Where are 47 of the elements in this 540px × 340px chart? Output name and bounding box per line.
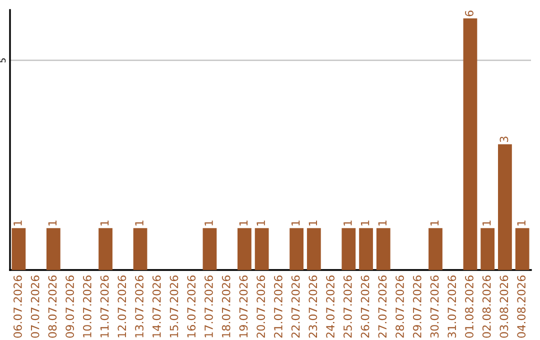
x-tick-label: 18.07.2026 (222, 276, 230, 338)
x-tick-label: 12.07.2026 (118, 276, 126, 338)
data-label: 1 (135, 220, 144, 226)
x-tick-label: 15.07.2026 (170, 276, 178, 338)
data-label: 1 (360, 220, 370, 226)
x-tick-label: 16.07.2026 (187, 276, 196, 338)
data-label: 1 (14, 220, 22, 226)
x-tick-label: 29.07.2026 (412, 276, 422, 338)
x-tick-label: 30.07.2026 (430, 276, 439, 338)
x-tick-label: 26.07.2026 (360, 276, 370, 338)
x-tick-label: 21.07.2026 (274, 276, 282, 338)
x-tick-label: 03.08.2026 (500, 276, 508, 338)
data-label: 1 (482, 220, 491, 226)
x-tick-label: 27.07.2026 (378, 276, 387, 338)
data-label: 1 (308, 220, 317, 226)
x-tick-label: 23.07.2026 (308, 276, 318, 338)
data-label: 1 (292, 220, 300, 226)
data-label: 1 (204, 220, 213, 226)
data-label: 1 (378, 220, 386, 226)
x-tick-label: 09.07.2026 (66, 276, 74, 338)
x-tick-label: 31.07.2026 (448, 276, 456, 338)
x-tick-label: 10.07.2026 (82, 276, 92, 338)
data-label: 1 (100, 220, 109, 226)
x-tick-label: 19.07.2026 (239, 276, 248, 338)
x-tick-label: 20.07.2026 (256, 276, 266, 338)
x-tick-label: 14.07.2026 (152, 276, 161, 338)
x-tick-label: 07.07.2026 (30, 276, 40, 338)
data-label: 6 (465, 10, 474, 16)
x-tick-label: 11.07.2026 (100, 276, 109, 338)
data-label: 1 (256, 220, 265, 226)
x-tick-label: 06.07.2026 (14, 276, 22, 338)
x-tick-label: 25.07.2026 (343, 276, 352, 338)
data-label: 1 (48, 220, 56, 226)
x-tick-label: 22.07.2026 (291, 276, 300, 338)
x-tick-label: 13.07.2026 (135, 276, 144, 338)
x-tick-label: 01.08.2026 (465, 276, 474, 338)
x-tick-label: 08.07.2026 (48, 276, 57, 338)
x-tick-label: 02.08.2026 (482, 276, 491, 338)
data-label: 1 (430, 220, 439, 226)
data-label: 1 (239, 220, 248, 226)
x-tick-label: 04.08.2026 (517, 276, 526, 338)
x-tick-label: 28.07.2026 (396, 276, 404, 338)
x-tick-label: 17.07.2026 (204, 276, 213, 338)
data-label: 1 (517, 220, 526, 226)
data-label: 3 (500, 136, 508, 142)
x-tick-label: 24.07.2026 (326, 276, 335, 338)
data-label: 1 (344, 220, 352, 226)
